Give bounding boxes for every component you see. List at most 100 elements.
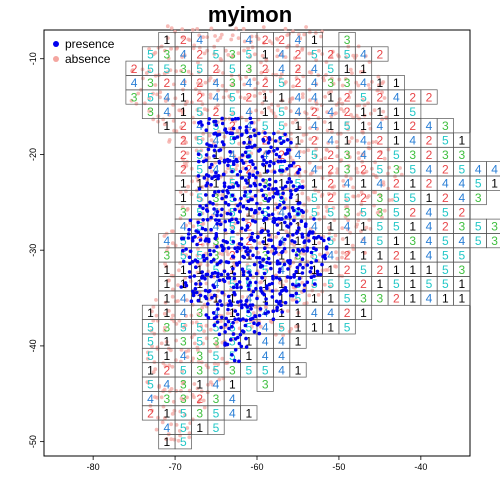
absence-point bbox=[192, 43, 197, 48]
absence-point bbox=[204, 323, 209, 328]
presence-point bbox=[271, 317, 276, 322]
fold-label: 2 bbox=[393, 292, 400, 306]
fold-label: 4 bbox=[393, 91, 400, 105]
fold-label: 3 bbox=[409, 148, 416, 162]
presence-point bbox=[230, 324, 234, 329]
fold-label: 1 bbox=[196, 177, 203, 191]
absence-point bbox=[256, 37, 261, 41]
absence-point bbox=[180, 369, 185, 374]
fold-label: 1 bbox=[164, 335, 171, 349]
presence-point bbox=[242, 255, 246, 260]
absence-point bbox=[194, 320, 199, 325]
fold-label: 4 bbox=[278, 349, 285, 363]
absence-point bbox=[265, 268, 269, 272]
fold-label: 3 bbox=[262, 249, 269, 263]
presence-point bbox=[227, 326, 231, 331]
absence-point bbox=[151, 91, 155, 96]
absence-point bbox=[283, 122, 288, 127]
fold-label: 3 bbox=[360, 292, 367, 306]
absence-point bbox=[318, 252, 322, 257]
fold-label: 3 bbox=[180, 62, 187, 76]
absence-point bbox=[220, 193, 225, 197]
presence-point bbox=[204, 153, 209, 157]
presence-point bbox=[226, 191, 230, 195]
absence-point bbox=[218, 156, 223, 161]
presence-point bbox=[244, 318, 249, 323]
fold-label: 4 bbox=[245, 33, 252, 47]
absence-point bbox=[171, 313, 175, 318]
presence-point bbox=[301, 265, 305, 270]
absence-point bbox=[316, 165, 321, 170]
fold-label: 5 bbox=[344, 119, 351, 133]
absence-point bbox=[274, 332, 278, 337]
absence-point bbox=[191, 356, 195, 361]
absence-point bbox=[290, 120, 295, 125]
absence-point bbox=[327, 225, 331, 230]
absence-point bbox=[246, 295, 250, 299]
fold-label: 5 bbox=[344, 191, 351, 205]
absence-point bbox=[316, 293, 321, 297]
presence-point bbox=[187, 270, 192, 274]
presence-point bbox=[213, 119, 218, 124]
absence-point bbox=[249, 39, 253, 44]
fold-label: 4 bbox=[245, 292, 252, 306]
presence-point bbox=[314, 236, 319, 240]
fold-label: 3 bbox=[180, 335, 187, 349]
presence-point bbox=[212, 258, 216, 262]
presence-point bbox=[222, 142, 226, 147]
fold-label: 1 bbox=[409, 292, 416, 306]
presence-point bbox=[244, 125, 249, 129]
presence-point bbox=[283, 220, 287, 225]
fold-label: 2 bbox=[360, 162, 367, 176]
presence-point bbox=[211, 193, 216, 198]
fold-label: 5 bbox=[475, 177, 482, 191]
presence-point bbox=[201, 255, 206, 259]
absence-point bbox=[228, 95, 233, 100]
absence-point bbox=[251, 311, 256, 315]
fold-label: 3 bbox=[196, 349, 203, 363]
absence-point bbox=[195, 253, 200, 258]
presence-point bbox=[289, 293, 293, 298]
presence-point bbox=[272, 170, 277, 174]
presence-point bbox=[223, 228, 227, 232]
absence-point bbox=[297, 111, 302, 116]
absence-point bbox=[174, 46, 179, 51]
presence-point bbox=[223, 200, 228, 205]
absence-point bbox=[154, 313, 159, 318]
presence-point bbox=[211, 283, 215, 288]
grid-cell bbox=[486, 233, 500, 249]
fold-label: 5 bbox=[278, 76, 285, 90]
presence-point bbox=[319, 236, 324, 241]
fold-label: 3 bbox=[164, 320, 171, 334]
fold-label: 4 bbox=[213, 277, 220, 291]
presence-point bbox=[222, 160, 227, 164]
presence-point bbox=[204, 203, 209, 208]
presence-point bbox=[223, 330, 227, 334]
y-tick-label: -50 bbox=[28, 435, 38, 448]
fold-label: 1 bbox=[213, 148, 220, 162]
presence-point bbox=[294, 284, 298, 288]
absence-point bbox=[278, 206, 283, 211]
absence-point bbox=[340, 83, 345, 88]
absence-point bbox=[325, 128, 330, 133]
presence-point bbox=[303, 224, 308, 228]
absence-point bbox=[308, 126, 312, 130]
absence-point bbox=[300, 214, 305, 219]
presence-point bbox=[291, 161, 296, 165]
presence-point bbox=[283, 286, 288, 290]
absence-point bbox=[215, 38, 220, 43]
absence-point bbox=[299, 139, 304, 144]
absence-point bbox=[230, 54, 235, 59]
absence-point bbox=[249, 151, 254, 156]
presence-point bbox=[300, 232, 305, 237]
presence-point bbox=[303, 239, 307, 243]
fold-label: 5 bbox=[262, 205, 269, 219]
presence-point bbox=[293, 188, 298, 193]
absence-point bbox=[171, 119, 176, 123]
absence-point bbox=[169, 229, 174, 234]
absence-point bbox=[167, 309, 171, 313]
absence-point bbox=[163, 48, 167, 53]
fold-label: 2 bbox=[458, 205, 465, 219]
absence-point bbox=[220, 356, 225, 361]
presence-point bbox=[202, 176, 207, 180]
